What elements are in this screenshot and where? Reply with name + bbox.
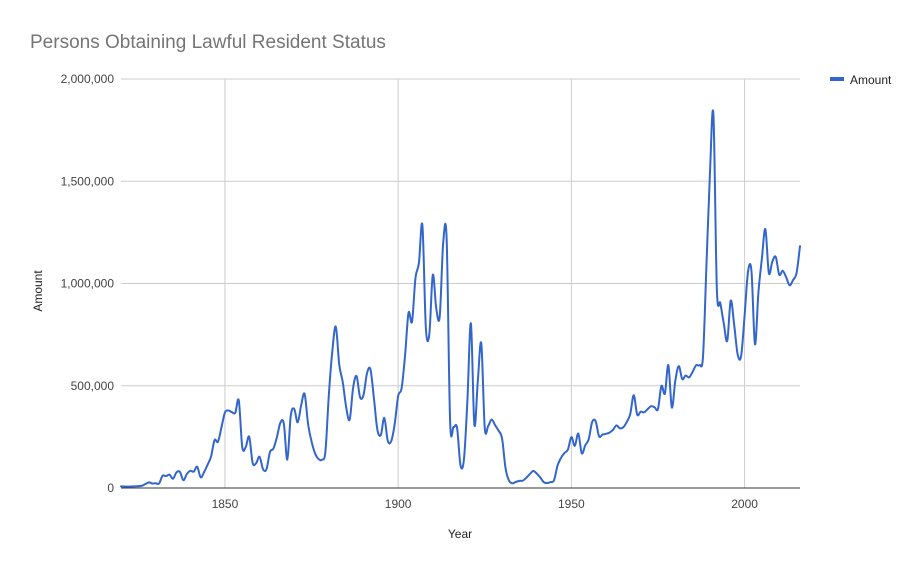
x-tick-label: 1950 xyxy=(558,497,585,511)
y-tick-label: 0 xyxy=(107,481,114,495)
y-tick-label: 1,500,000 xyxy=(61,174,115,188)
x-axis-ticks: 1850 1900 1950 2000 xyxy=(212,497,759,511)
x-tick-label: 1850 xyxy=(212,497,239,511)
y-tick-label: 500,000 xyxy=(71,379,115,393)
y-axis-ticks: 0 500,000 1,000,000 1,500,000 2,000,000 xyxy=(61,72,115,495)
x-tick-label: 2000 xyxy=(731,497,758,511)
legend-swatch-amount xyxy=(830,77,844,81)
x-axis-title: Year xyxy=(448,527,472,541)
y-tick-label: 2,000,000 xyxy=(61,72,115,86)
y-axis-title: Amount xyxy=(31,270,45,312)
x-tick-label: 1900 xyxy=(385,497,412,511)
legend[interactable]: Amount xyxy=(830,73,892,87)
legend-label-amount: Amount xyxy=(850,73,892,87)
y-tick-label: 1,000,000 xyxy=(61,277,115,291)
series-line-amount xyxy=(120,109,801,488)
gridlines xyxy=(121,78,800,488)
chart-title: Persons Obtaining Lawful Resident Status xyxy=(30,32,386,53)
